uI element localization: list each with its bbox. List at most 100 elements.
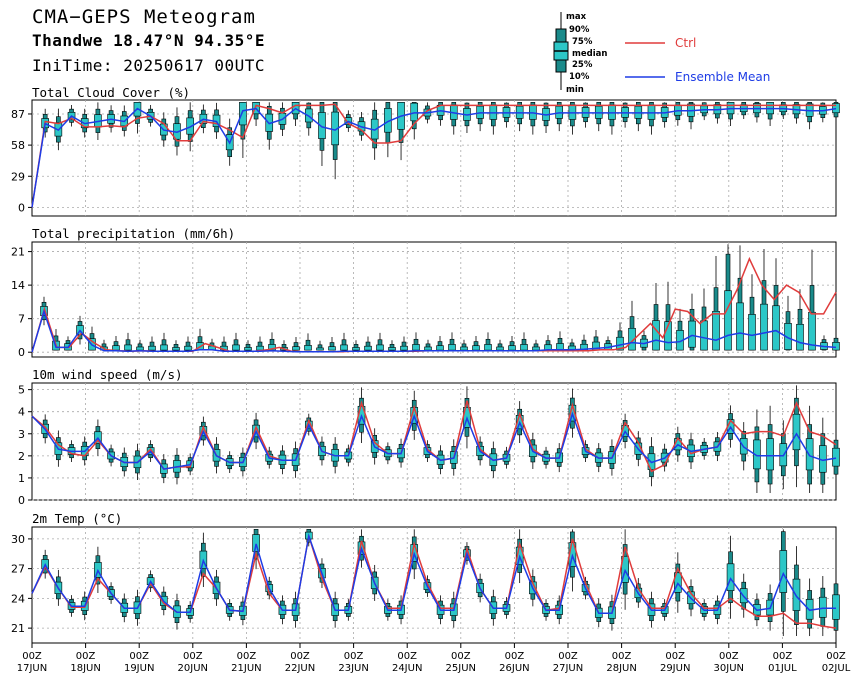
box-plot [647,102,656,135]
x-tick-label-time: 00Z [826,651,846,662]
box-plot [364,336,372,351]
x-tick-label-time: 00Z [665,651,685,662]
box-plot [160,332,168,351]
box-inner [160,344,168,351]
y-tick-label: 87 [11,108,25,121]
box-plot [476,102,484,132]
box-inner [124,344,132,351]
y-tick-label: 7 [18,313,25,326]
box-plot [529,102,537,135]
x-tick-label-date: 21JUN [231,663,261,674]
box-plot [832,569,840,637]
x-tick-label-date: 25JUN [446,663,476,674]
box-inner [508,345,516,351]
panel-title: Total Cloud Cover (%) [32,85,190,100]
box-inner [819,596,827,618]
box-plot [304,333,312,351]
legend-label-max: max [566,12,587,22]
box-plot [244,340,252,351]
box-inner [256,345,264,351]
y-tick-label: 0 [18,494,25,507]
box-plot [318,102,326,167]
x-tick-label-date: 27JUN [553,663,583,674]
box-plot [676,308,684,351]
box-inner [412,344,420,351]
box-plot [463,102,471,134]
box-inner [700,320,708,351]
box-plot [410,102,419,140]
y-tick-label: 0 [18,201,25,214]
box-plot [688,293,696,351]
box-plot [436,336,444,351]
box-plot [664,281,672,351]
panel-title: Total precipitation (mm/6h) [32,226,235,241]
panel-title: 2m Temp (°C) [32,511,122,526]
y-tick-label: 0 [18,346,25,359]
box-inner [232,344,240,351]
box-inner [805,438,814,471]
box-plot [448,332,456,351]
x-tick-label-date: 19JUN [124,663,154,674]
x-tick-label-date: 23JUN [338,663,368,674]
box-inner [832,342,840,351]
ctrl-line [31,400,837,473]
y-tick-label: 5 [18,384,25,397]
box-inner [318,112,326,139]
box-plot [634,102,643,132]
y-tick-label: 4 [18,406,25,419]
box-plot [832,429,840,485]
y-tick-label: 21 [11,246,25,259]
box-plot [594,102,603,132]
box-plot [449,102,458,135]
y-tick-label: 24 [11,592,25,605]
box-plot [784,295,792,351]
x-tick-label-date: 18JUN [70,663,100,674]
ensemble-mean-line [31,532,836,615]
box-inner [792,413,801,451]
box-inner [364,345,372,351]
panel-title: 10m wind speed (m/s) [32,367,183,382]
init-time-label: IniTime: 20250617 00UTC [32,56,266,75]
box-plot [736,245,744,351]
x-tick-label-time: 00Z [451,651,471,662]
y-tick-label: 3 [18,428,25,441]
box-inner [808,311,816,351]
box-inner [484,344,492,351]
box-plot [640,330,648,351]
x-axis: 00Z17JUN00Z18JUN00Z19JUN00Z20JUN00Z21JUN… [17,643,851,674]
box-inner [496,346,504,351]
box-plot [748,274,756,351]
panel-1: Total Cloud Cover (%) 0 29 58 87 [11,85,840,217]
box-inner [724,290,732,351]
box-plot [424,339,432,351]
y-tick-label: 14 [11,279,25,292]
x-tick-label-time: 00Z [719,651,739,662]
box-inner [112,345,120,351]
legend-mean-label: Ensemble Mean [675,70,770,84]
ensemble-mean-line [31,309,837,353]
ensemble-mean-line [31,411,837,470]
x-tick-label-time: 00Z [558,651,578,662]
box-plot [555,102,564,132]
box-inner [448,344,456,351]
box-inner [652,320,660,351]
box-plot [496,339,504,351]
box-plot [819,417,827,493]
box-inner [792,578,801,611]
box-inner [340,344,348,351]
box-plot [542,102,550,134]
x-tick-label-time: 00Z [22,651,42,662]
box-inner [766,438,774,471]
box-plot [820,335,828,351]
y-tick-label: 1 [18,472,25,485]
box-inner [186,117,194,135]
box-plot [124,332,132,351]
box-inner [244,347,252,351]
legend-label-10: 10% [569,72,590,82]
box-plot [792,546,801,637]
box-inner [832,447,840,467]
box-plot [712,256,720,351]
box-plot [792,385,801,488]
x-tick-label-date: 01JUL [768,663,797,674]
